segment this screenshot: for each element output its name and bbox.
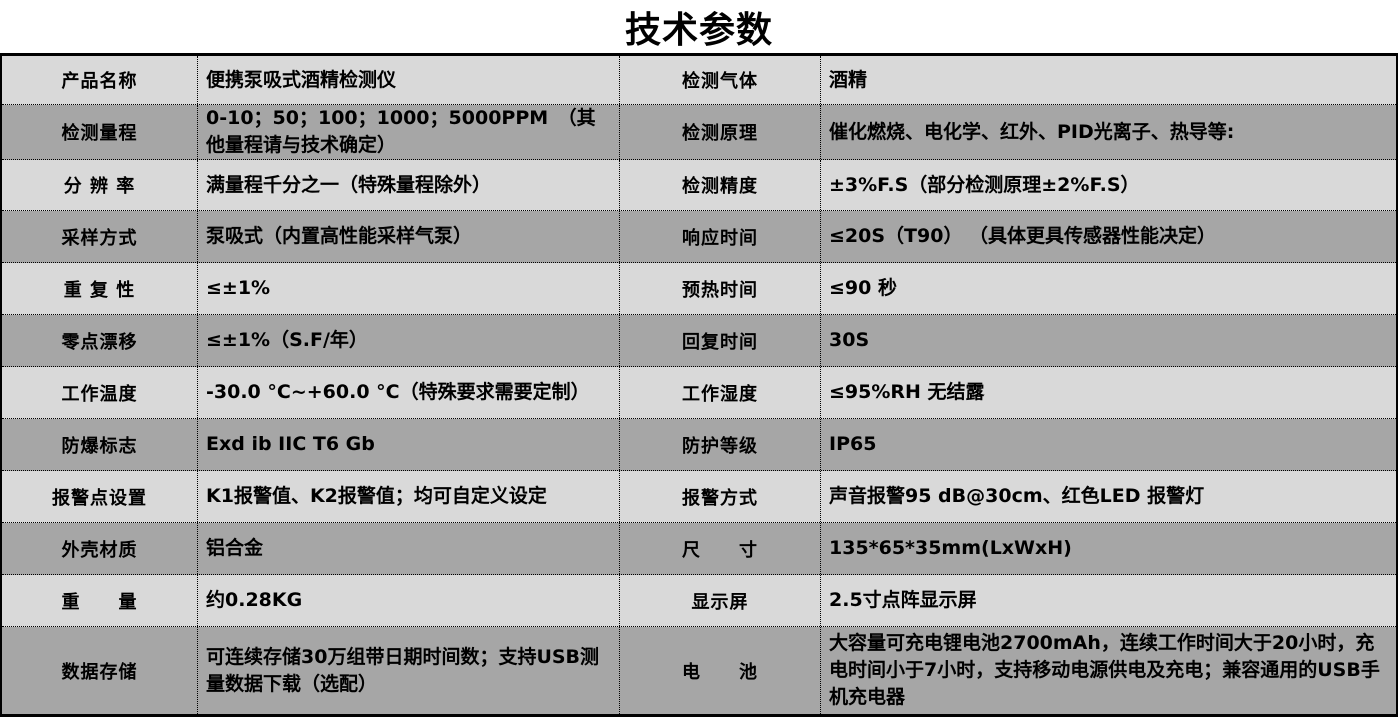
spec-value: ≤95%RH 无结露 [829,381,985,403]
spec-value: 酒精 [829,68,868,91]
spec-label: 报警点设置 [2,471,198,522]
spec-label: 重 复 性 [2,263,198,314]
spec-label: 采样方式 [2,211,198,262]
spec-label: 零点漂移 [2,315,198,366]
table-row: 零点漂移 ≤±1%（S.F/年） 回复时间 30S [2,315,1396,367]
spec-value: -30.0 °C~+60.0 °C（特殊要求需要定制） [198,367,620,418]
spec-value: ≤20S（T90） （具体更具传感器性能决定） [829,225,1217,247]
spec-value: 135*65*35mm(LxWxH) [829,537,1072,559]
spec-value: Exd ib IIC T6 Gb [198,419,620,470]
spec-label: 尺 寸 [620,523,821,574]
spec-table: 产品名称 便携泵吸式酒精检测仪 检测气体 酒精 检测量程 0-10；50；100… [0,53,1398,717]
spec-label: 报警方式 [620,471,821,522]
spec-value: 泵吸式（内置高性能采样气泵） [198,211,620,262]
spec-value: 便携泵吸式酒精检测仪 [198,56,620,104]
spec-label: 防护等级 [620,419,821,470]
table-row: 分 辨 率 满量程千分之一（特殊量程除外） 检测精度 ±3%F.S（部分检测原理… [2,160,1396,211]
spec-value: 铝合金 [198,523,620,574]
spec-label: 电 池 [620,627,821,714]
table-row: 重 复 性 ≤±1% 预热时间 ≤90 秒 [2,263,1396,315]
spec-value: ≤±1%（S.F/年） [198,315,620,366]
spec-value: 可连续存储30万组带日期时间数；支持USB测量数据下载（选配） [198,627,620,714]
table-row: 产品名称 便携泵吸式酒精检测仪 检测气体 酒精 [2,56,1396,105]
spec-label: 产品名称 [2,56,198,104]
table-row: 外壳材质 铝合金 尺 寸 135*65*35mm(LxWxH) [2,523,1396,575]
spec-label: 响应时间 [620,211,821,262]
page-title: 技术参数 [624,9,773,51]
spec-label: 工作湿度 [620,367,821,418]
table-row: 重 量 约0.28KG 显示屏 2.5寸点阵显示屏 [2,575,1396,627]
spec-value: 30S [829,329,870,351]
spec-label: 检测气体 [620,56,821,104]
spec-label: 外壳材质 [2,523,198,574]
spec-label: 防爆标志 [2,419,198,470]
spec-label: 工作温度 [2,367,198,418]
spec-value: IP65 [829,433,877,455]
table-row: 报警点设置 K1报警值、K2报警值；均可自定义设定 报警方式 声音报警95 dB… [2,471,1396,523]
spec-value: ≤±1% [198,263,620,314]
table-row: 工作温度 -30.0 °C~+60.0 °C（特殊要求需要定制） 工作湿度 ≤9… [2,367,1396,419]
spec-label: 回复时间 [620,315,821,366]
spec-value: 约0.28KG [198,575,620,626]
spec-label: 分 辨 率 [2,160,198,210]
table-row: 数据存储 可连续存储30万组带日期时间数；支持USB测量数据下载（选配） 电 池… [2,627,1396,714]
spec-value: K1报警值、K2报警值；均可自定义设定 [198,471,620,522]
spec-value: 声音报警95 dB@30cm、红色LED 报警灯 [829,485,1205,507]
spec-label: 预热时间 [620,263,821,314]
spec-value: 2.5寸点阵显示屏 [829,589,977,611]
spec-label: 检测量程 [2,105,198,159]
spec-value: 催化燃烧、电化学、红外、PID光离子、热导等: [829,120,1235,143]
spec-value: ≤90 秒 [829,277,897,299]
spec-value: ±3%F.S（部分检测原理±2%F.S） [829,173,1140,196]
spec-label: 检测原理 [620,105,821,159]
spec-value: 大容量可充电锂电池2700mAh，连续工作时间大于20小时，充电时间小于7小时，… [829,632,1380,708]
table-row: 检测量程 0-10；50；100；1000；5000PPM （其他量程请与技术确… [2,105,1396,160]
spec-label: 重 量 [2,575,198,626]
spec-value: 0-10；50；100；1000；5000PPM （其他量程请与技术确定） [198,105,620,159]
table-row: 采样方式 泵吸式（内置高性能采样气泵） 响应时间 ≤20S（T90） （具体更具… [2,211,1396,263]
spec-label: 检测精度 [620,160,821,210]
spec-value: 满量程千分之一（特殊量程除外） [198,160,620,210]
spec-label: 显示屏 [620,575,821,626]
table-row: 防爆标志 Exd ib IIC T6 Gb 防护等级 IP65 [2,419,1396,471]
spec-label: 数据存储 [2,627,198,714]
